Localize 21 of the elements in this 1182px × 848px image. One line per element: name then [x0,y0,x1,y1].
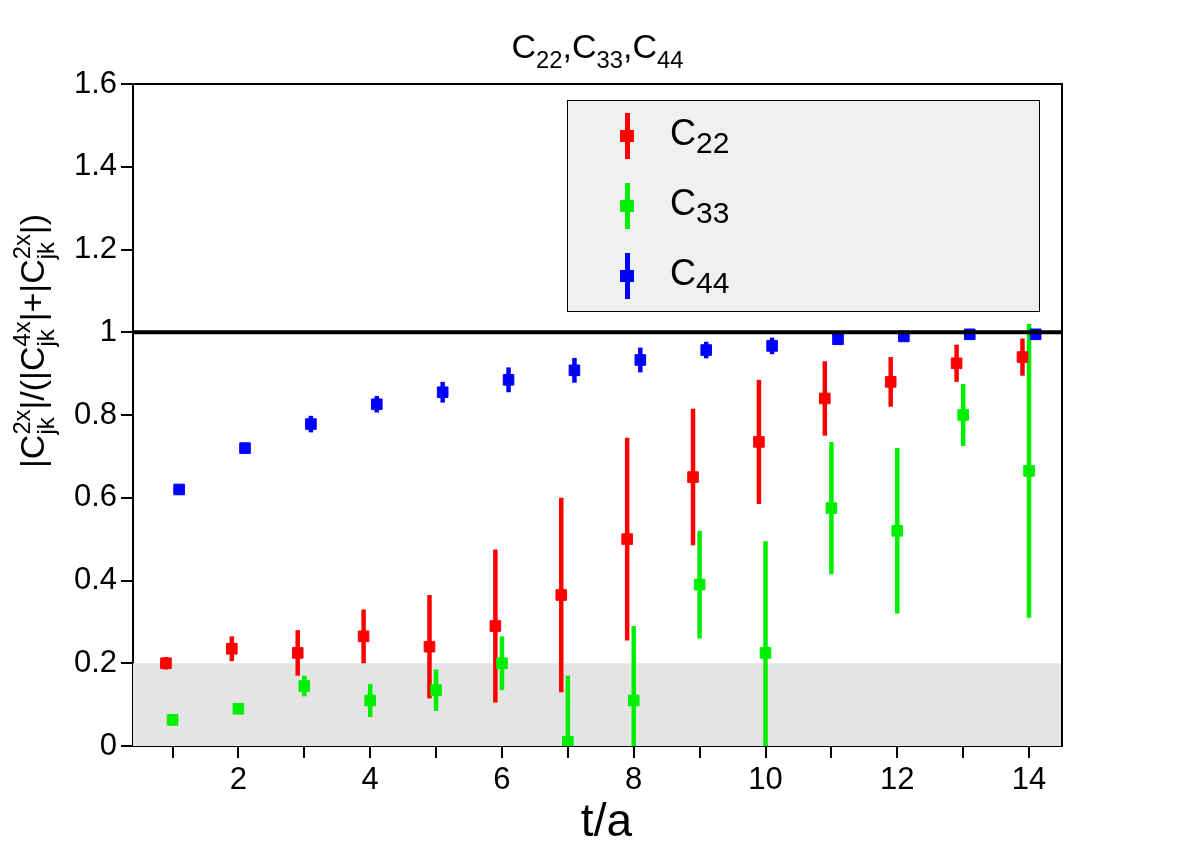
x-tick-label: 14 [1011,761,1047,797]
x-tick-label: 4 [361,761,379,797]
x-tick-label: 2 [229,761,248,797]
x-tick-label: 6 [493,761,511,797]
y-tick-label: 0.6 [73,478,117,514]
y-tick-label: 0.2 [73,643,117,679]
legend-label: C$_{33}$ [670,181,730,231]
x-tick-label: 8 [625,761,643,797]
y-tick-label: 1.6 [73,64,117,100]
y-tick-label: 0.8 [73,395,117,431]
x-axis-title: t/a [580,794,633,846]
y-tick-label: 0.4 [73,561,117,597]
y-tick-label: 1.4 [73,147,117,183]
text: |C2xjk|/(|C4xjk|+|C2xjk|) [7,214,59,468]
y-tick-label: 1 [99,312,117,348]
y-tick-label: 1.2 [73,230,117,266]
x-tick-label: 10 [748,761,783,797]
legend-label: C$_{22}$ [670,111,730,161]
legend-label: C$_{44}$ [670,251,730,301]
x-tick-label: 12 [880,761,915,797]
y-tick-label: 0 [99,726,117,762]
